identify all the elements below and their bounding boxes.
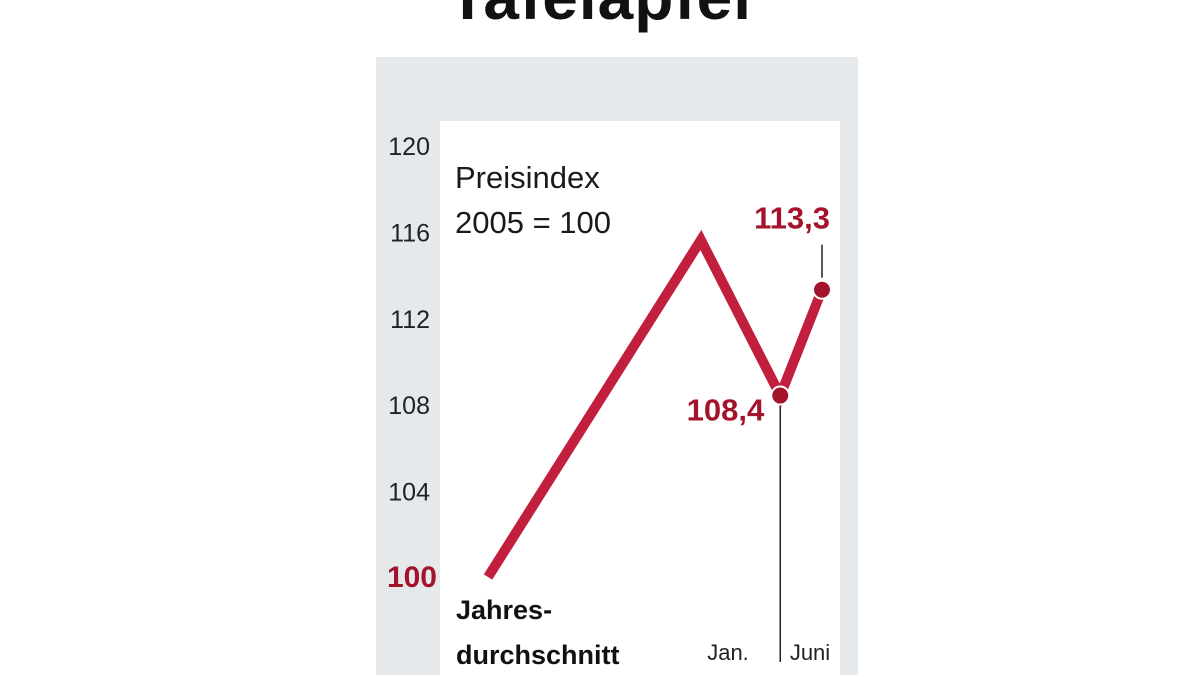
series-price-index: 108,4 113,3	[483, 201, 832, 580]
value-label-113-3: 113,3	[754, 201, 830, 236]
x-axis-labels: Jahres- durchschnitt Jan. Juni	[456, 595, 830, 670]
y-tick-116: 116	[390, 219, 430, 247]
y-axis: 120 116 112 108 104 100	[387, 133, 437, 594]
x-label-start-line-1: Jahres-	[456, 595, 552, 625]
series-line	[483, 229, 827, 580]
y-tick-108: 108	[388, 392, 430, 420]
y-tick-100: 100	[387, 561, 437, 594]
point-marker-108-4	[770, 385, 791, 406]
x-label-jan: Jan.	[707, 640, 749, 665]
y-tick-112: 112	[390, 306, 430, 334]
y-tick-104: 104	[388, 479, 430, 507]
x-label-start-line-2: durchschnitt	[456, 640, 620, 670]
x-label-jun: Juni	[790, 640, 830, 665]
subtitle-line-1: Preisindex	[455, 160, 600, 195]
point-marker-113-3	[812, 279, 832, 300]
subtitle-line-2: 2005 = 100	[455, 205, 611, 240]
headline: Tafelapfel	[0, 0, 1200, 34]
chart-subtitle: Preisindex 2005 = 100	[455, 160, 611, 240]
value-label-108-4: 108,4	[687, 393, 765, 428]
y-tick-120: 120	[388, 133, 430, 161]
leader-lines	[779, 244, 823, 662]
